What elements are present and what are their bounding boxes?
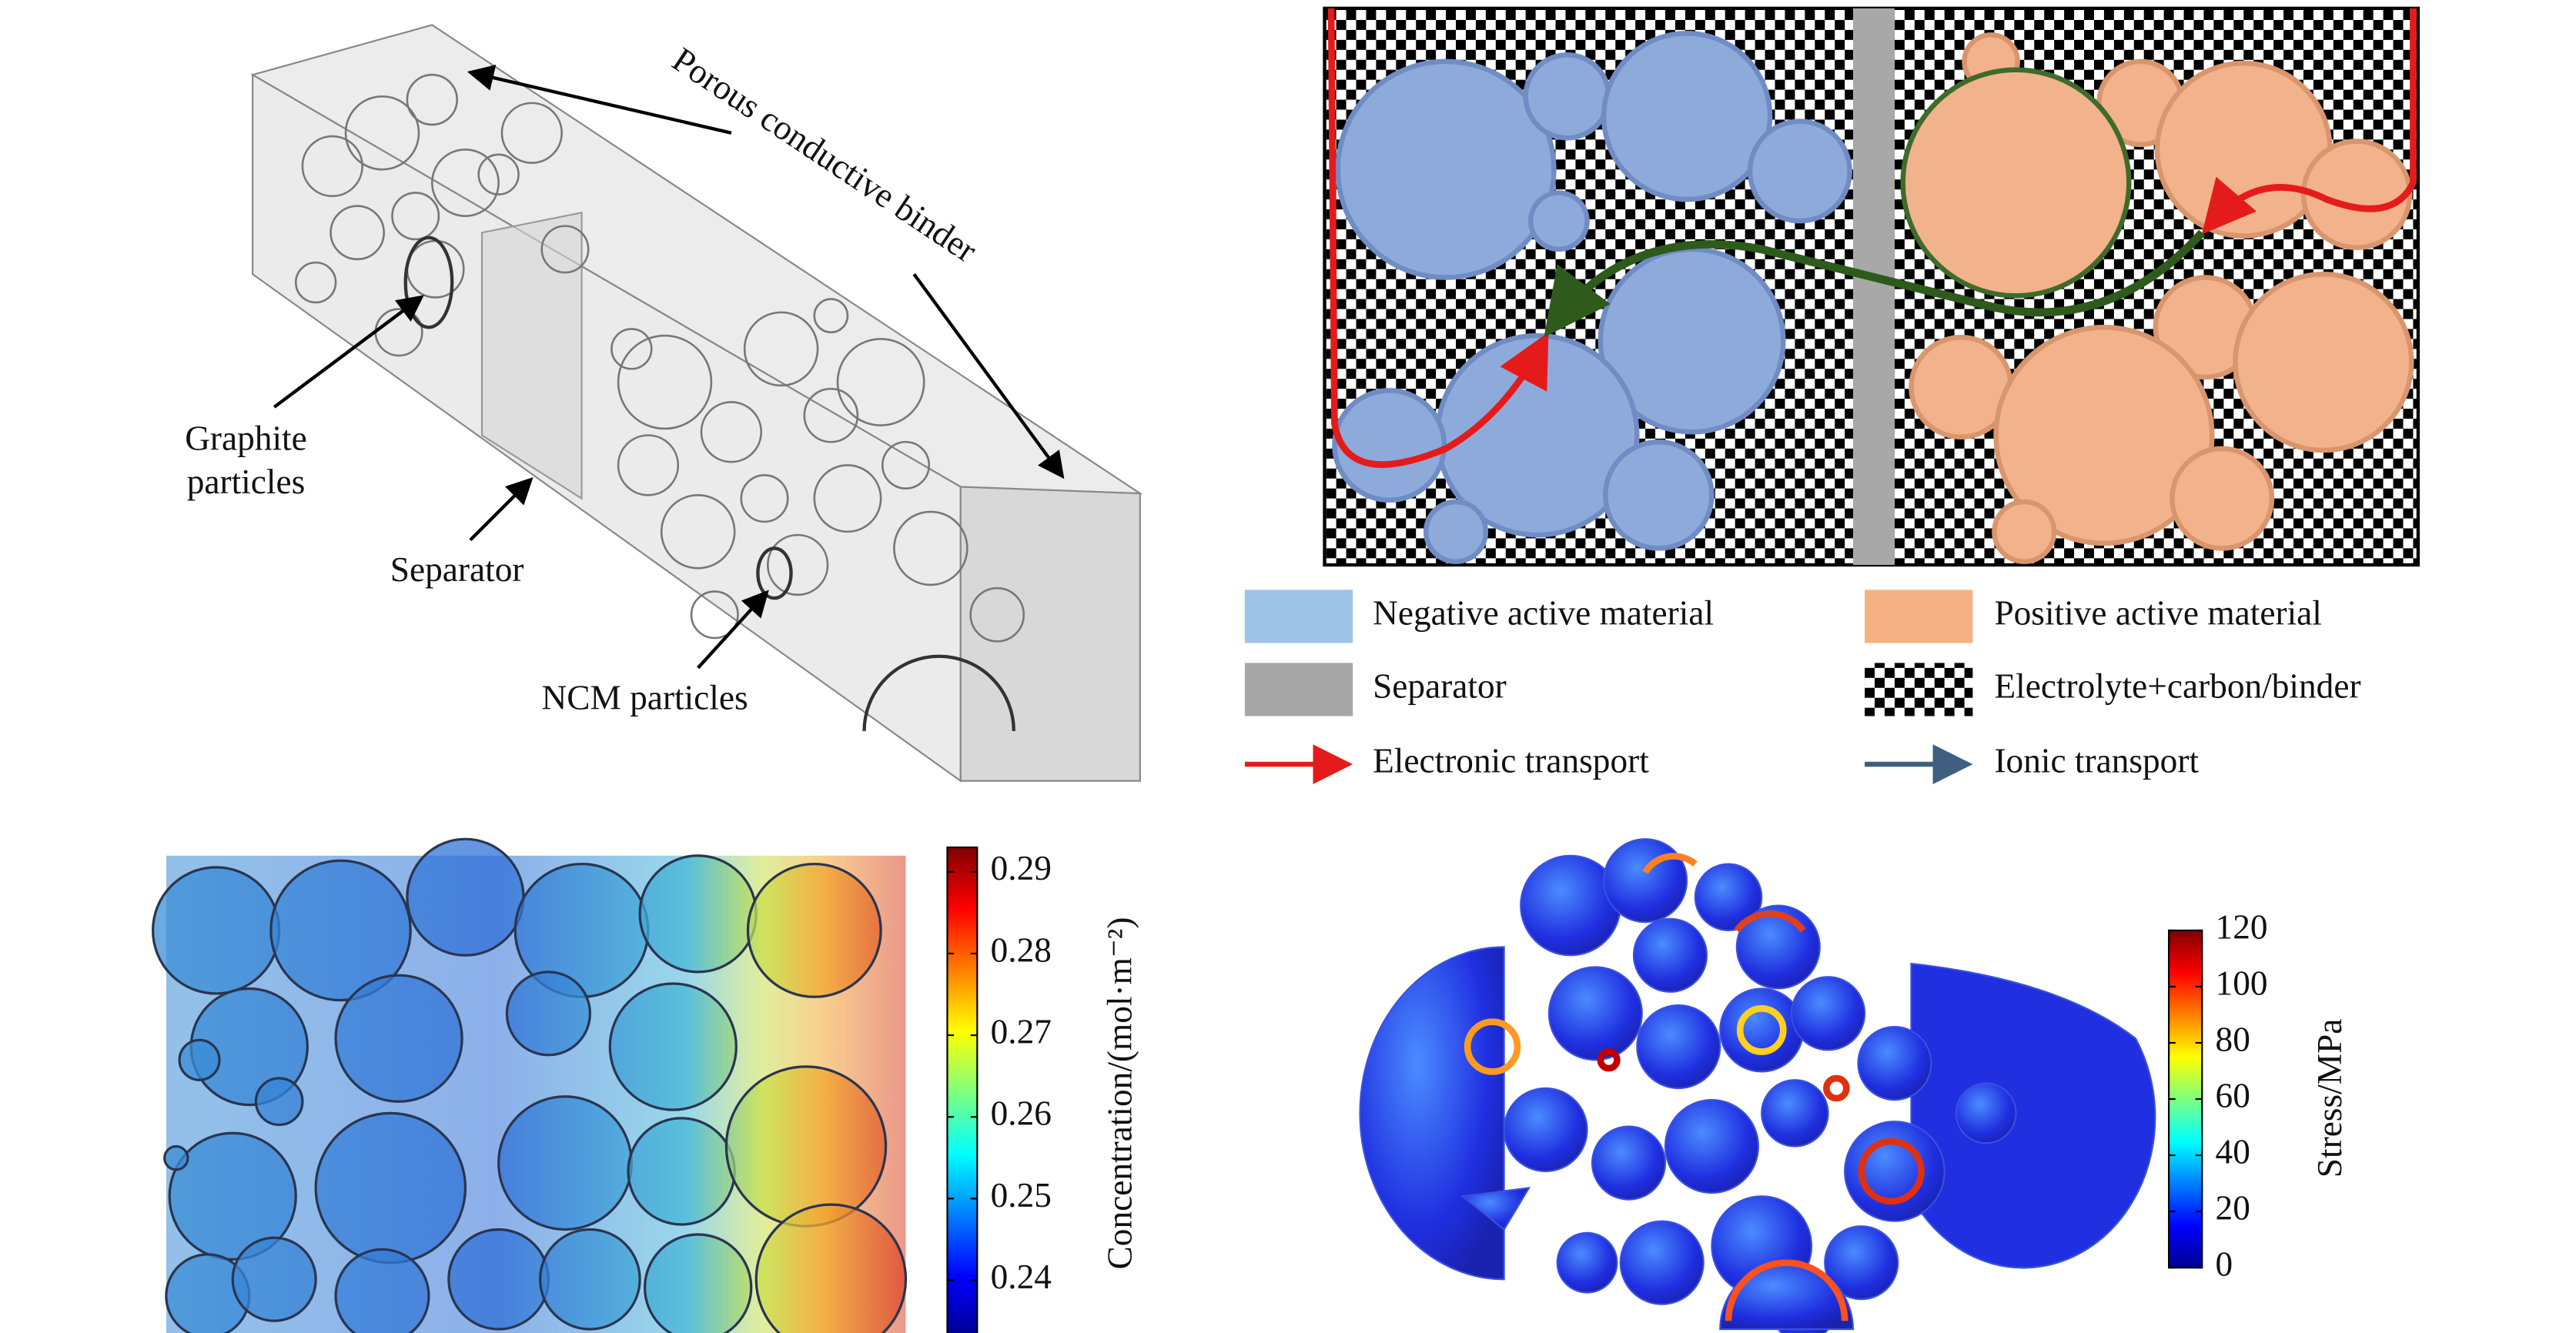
leader bbox=[697, 590, 769, 670]
label: NCM particles bbox=[542, 678, 748, 717]
leader bbox=[469, 476, 534, 542]
label: Separator bbox=[390, 550, 524, 589]
leader bbox=[273, 295, 424, 409]
ion-path bbox=[1544, 229, 2206, 338]
tick-label: 100 bbox=[2216, 964, 2268, 1002]
tick-label: 0.26 bbox=[991, 1094, 1052, 1133]
panel-a: Porous conductive binder Graphite partic… bbox=[185, 24, 1143, 783]
legend-label: Ionic transport bbox=[1994, 741, 2199, 780]
panel-b: Negative active material Positive active… bbox=[1244, 6, 2420, 784]
tick-label: 40 bbox=[2216, 1132, 2250, 1171]
tick-label: 0.28 bbox=[991, 930, 1052, 969]
particles bbox=[1359, 838, 2156, 1333]
tick-label: 0 bbox=[2216, 1245, 2233, 1284]
colorbar-ticks: 0 20 40 60 80 100 120 bbox=[2169, 907, 2268, 1284]
tick-label: 120 bbox=[2216, 907, 2268, 946]
colorbar-label: Stress/MPa bbox=[2310, 1019, 2349, 1178]
particles bbox=[151, 837, 908, 1333]
legend-swatch bbox=[1865, 663, 1973, 717]
positive-particles bbox=[1900, 32, 2414, 564]
legend-label: Separator bbox=[1373, 666, 1507, 705]
separator-strip bbox=[1852, 8, 1895, 565]
tick-label: 60 bbox=[2216, 1076, 2250, 1114]
panel-d: 0 20 40 60 80 100 120 Stress/MPa bbox=[1359, 838, 2349, 1333]
electron-path bbox=[2201, 8, 2417, 235]
leader bbox=[912, 272, 1065, 479]
legend-swatch bbox=[1244, 590, 1353, 643]
tick-label: 0.29 bbox=[991, 849, 1052, 887]
legend-swatch bbox=[1865, 590, 1973, 643]
tick-label: 0.27 bbox=[991, 1012, 1052, 1051]
label: particles bbox=[187, 463, 306, 501]
legend-label: Electronic transport bbox=[1373, 741, 1649, 780]
electron-path bbox=[1327, 8, 1549, 468]
tick-label: 0.24 bbox=[991, 1258, 1052, 1296]
tick-label: 20 bbox=[2216, 1188, 2250, 1227]
separator-slab bbox=[480, 212, 583, 500]
colorbar bbox=[946, 846, 979, 1333]
tick-label: 0.25 bbox=[991, 1176, 1052, 1214]
panel-c: 0.24 0.25 0.26 0.27 0.28 0.29 Concentration/(… bbox=[151, 837, 1139, 1333]
leader bbox=[467, 65, 732, 135]
legend-label: Positive active material bbox=[1994, 593, 2321, 632]
label: Graphite bbox=[185, 419, 307, 458]
negative-particles bbox=[1332, 30, 1852, 564]
colorbar-ticks: 0.24 0.25 0.26 0.27 0.28 0.29 bbox=[947, 849, 1052, 1296]
colorbar-label: Concentration/(mol·m⁻²) bbox=[1101, 917, 1139, 1269]
legend-label: Negative active material bbox=[1373, 593, 1714, 632]
legend-swatch bbox=[1244, 663, 1353, 717]
particles bbox=[294, 73, 1025, 731]
stress-rings bbox=[1464, 853, 1925, 1321]
box-front bbox=[959, 486, 1141, 782]
tick-label: 80 bbox=[2216, 1020, 2250, 1058]
legend-label: Electrolyte+carbon/binder bbox=[1994, 666, 2360, 705]
